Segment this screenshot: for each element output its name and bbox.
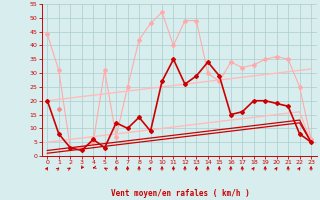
Text: Vent moyen/en rafales ( km/h ): Vent moyen/en rafales ( km/h ) <box>111 189 250 198</box>
